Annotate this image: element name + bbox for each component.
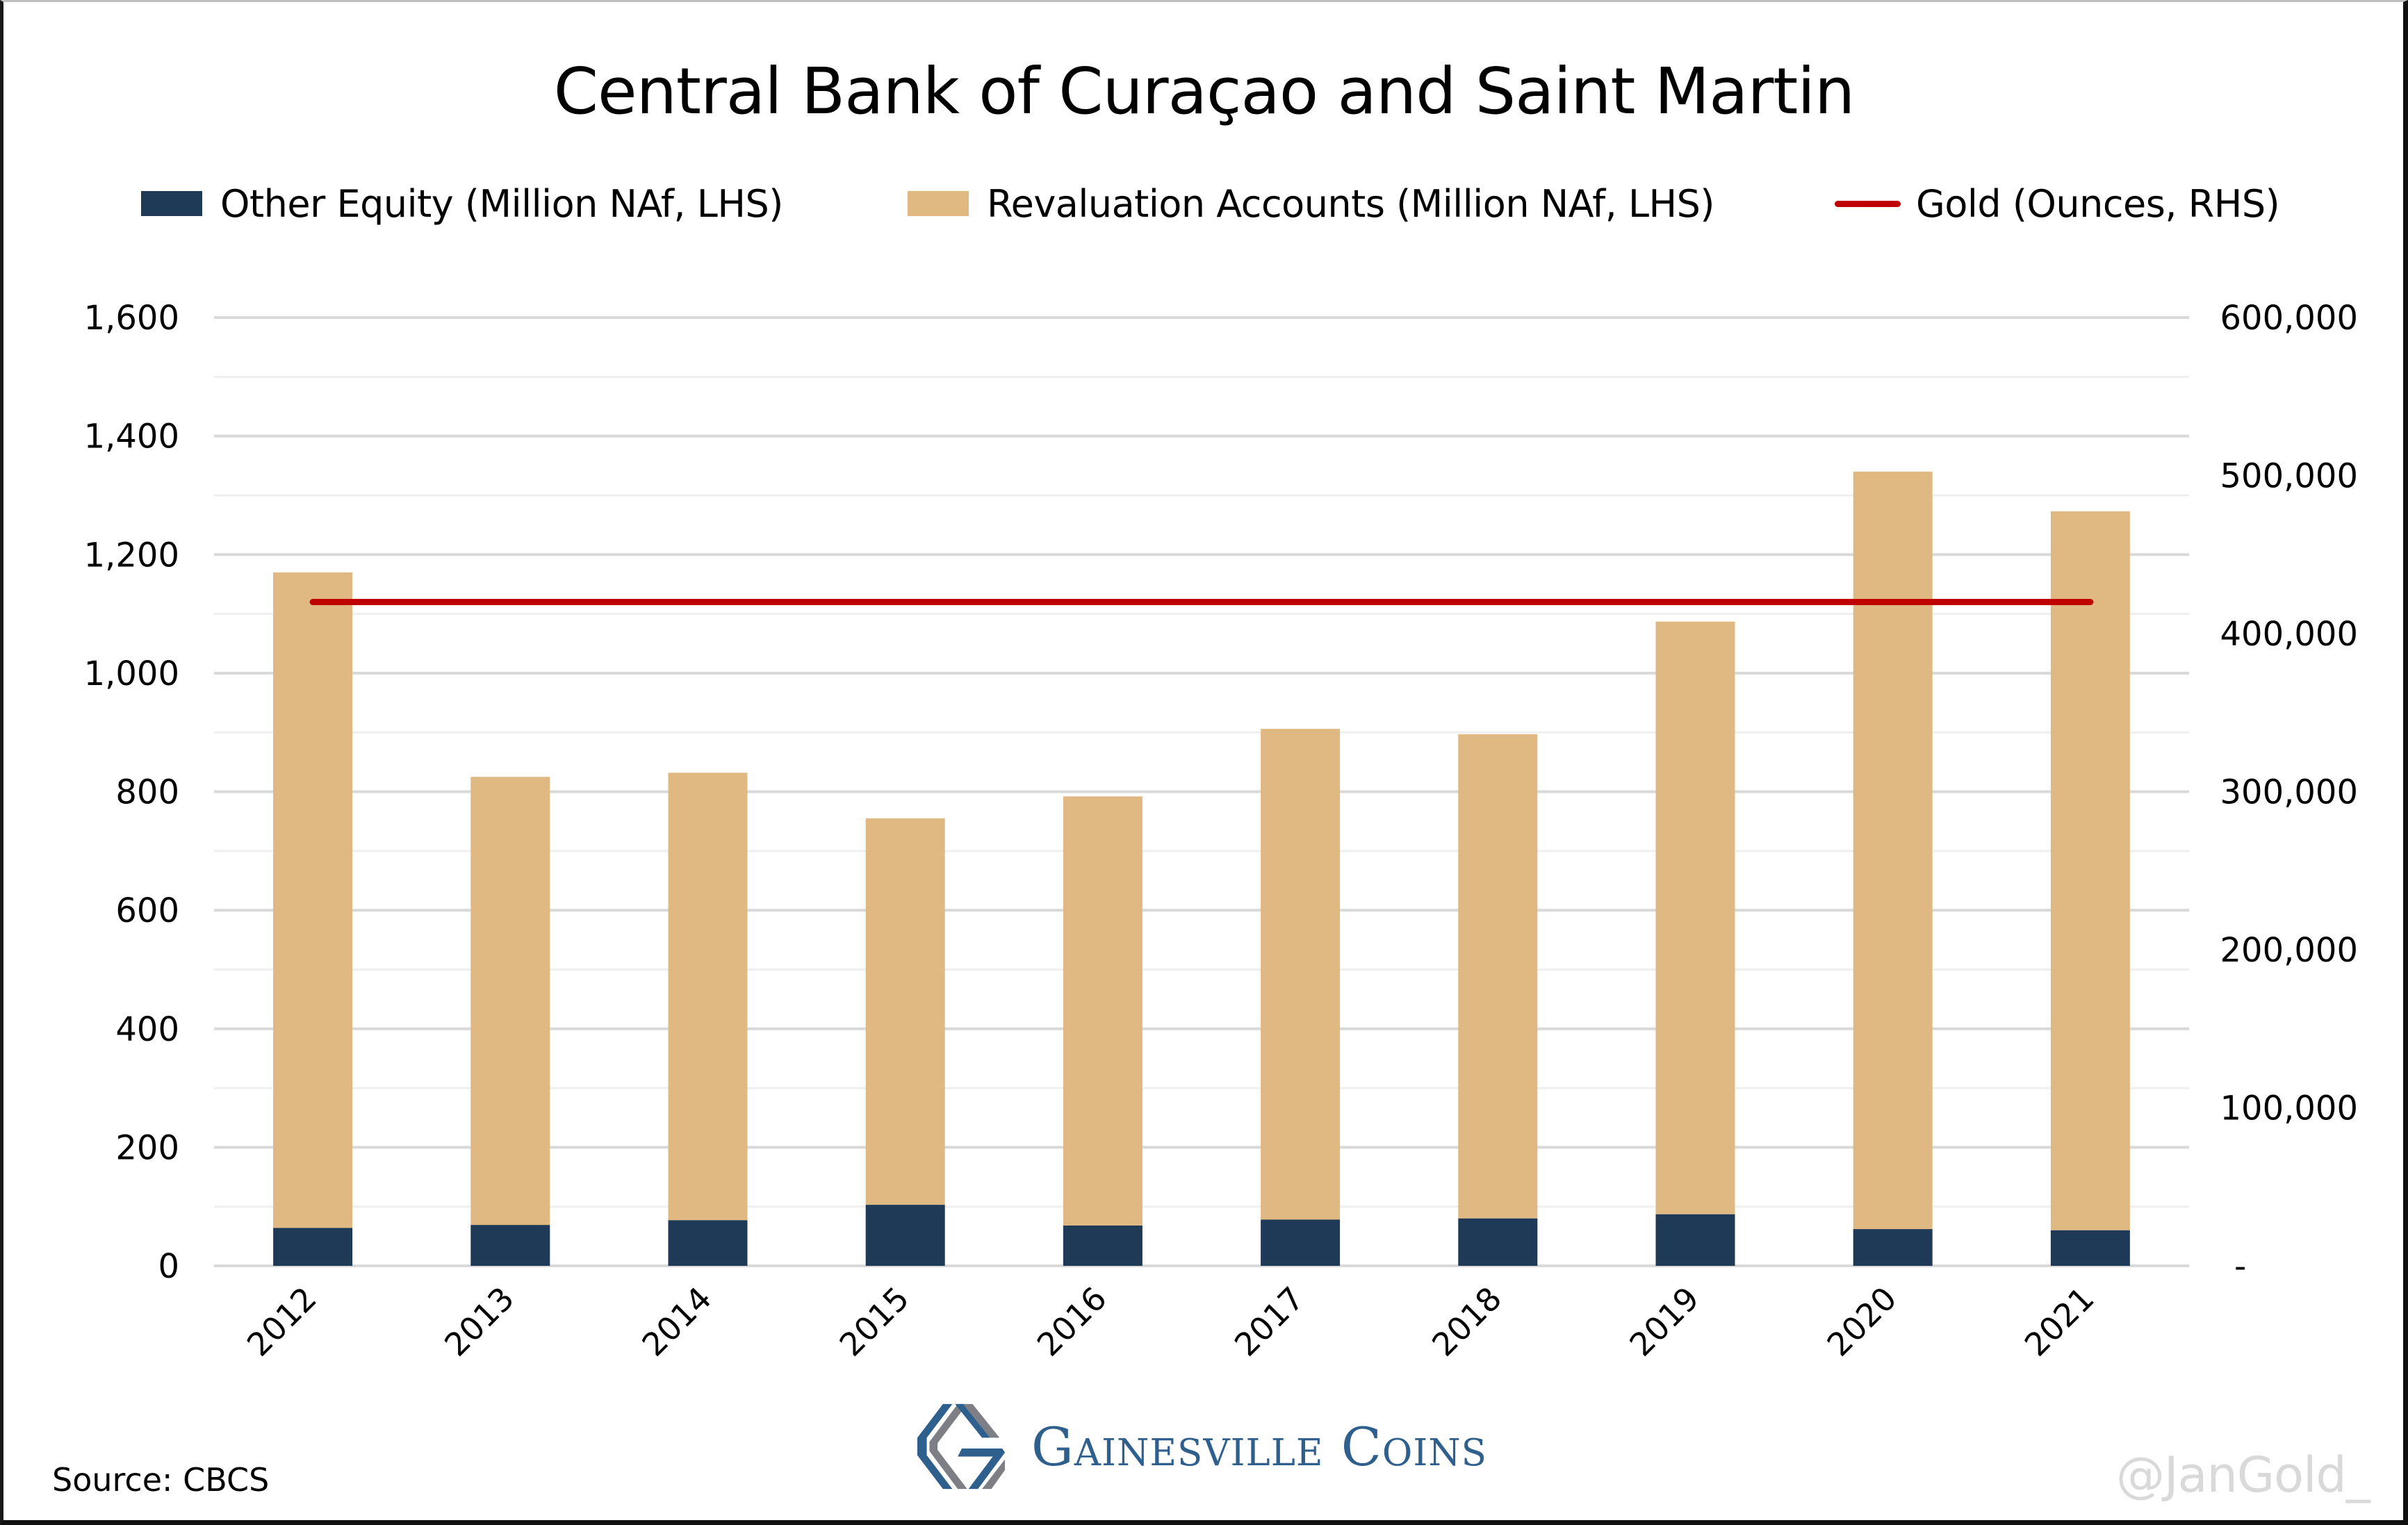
left-tick-label: 600 — [115, 891, 179, 930]
bar-other-equity-2020 — [1853, 1229, 1933, 1266]
left-tick-label: 200 — [115, 1128, 179, 1167]
bar-other-equity-2019 — [1655, 1214, 1735, 1266]
x-tick-label: 2020 — [1820, 1280, 1904, 1364]
bar-other-equity-2013 — [470, 1225, 550, 1266]
left-tick-label: 1,600 — [84, 299, 179, 338]
bars — [273, 471, 2130, 1266]
legend-item-other-equity: Other Equity (Million NAf, LHS) — [141, 179, 783, 228]
legend-swatch-revaluation-accounts — [908, 191, 969, 216]
x-tick-label: 2021 — [2017, 1280, 2102, 1364]
left-axis-labels: 0 200 400 600 800 1,000 1,200 1,400 1,600 — [84, 299, 179, 1286]
left-tick-label: 1,000 — [84, 654, 179, 693]
right-tick-label: - — [2234, 1247, 2246, 1286]
right-tick-label: 100,000 — [2220, 1089, 2359, 1128]
bar-revaluation-accounts-2021 — [2050, 511, 2130, 1230]
right-tick-label: 200,000 — [2220, 931, 2359, 970]
x-tick-label: 2013 — [437, 1280, 521, 1364]
bar-revaluation-accounts-2016 — [1063, 796, 1142, 1226]
right-axis-labels: - 100,000 200,000 300,000 400,000 500,000 600,… — [2220, 299, 2359, 1286]
bar-revaluation-accounts-2020 — [1853, 471, 1933, 1230]
left-tick-label: 1,400 — [84, 418, 179, 456]
chart-title: Central Bank of Curaçao and Saint Martin — [553, 54, 1856, 129]
left-tick-label: 1,200 — [84, 536, 179, 575]
gainesville-coins-logo: Gainesville Coins — [917, 1402, 1487, 1491]
right-tick-label: 400,000 — [2220, 615, 2359, 654]
legend-label-gold: Gold (Ounces, RHS) — [1916, 181, 2280, 226]
x-tick-label: 2017 — [1227, 1280, 1311, 1364]
left-tick-label: 400 — [115, 1010, 179, 1049]
x-axis-labels: 2012 2013 2014 2015 2016 2017 2018 2019 2020 2021 — [240, 1280, 2102, 1364]
bar-other-equity-2012 — [273, 1228, 353, 1266]
bar-other-equity-2016 — [1063, 1225, 1142, 1266]
legend-swatch-gold — [1835, 200, 1901, 207]
left-tick-label: 0 — [158, 1247, 179, 1286]
bar-revaluation-accounts-2018 — [1458, 734, 1538, 1219]
logo-text: Gainesville Coins — [1031, 1415, 1487, 1478]
x-tick-label: 2019 — [1622, 1280, 1706, 1364]
x-tick-label: 2018 — [1425, 1280, 1509, 1364]
x-tick-label: 2015 — [833, 1280, 917, 1364]
bar-other-equity-2021 — [2050, 1230, 2130, 1266]
legend-item-gold: Gold (Ounces, RHS) — [1835, 179, 2280, 228]
x-tick-label: 2016 — [1030, 1280, 1114, 1364]
bar-revaluation-accounts-2019 — [1655, 621, 1735, 1214]
x-tick-label: 2014 — [634, 1280, 719, 1364]
bar-other-equity-2018 — [1458, 1218, 1538, 1266]
bar-revaluation-accounts-2012 — [273, 572, 353, 1228]
bar-other-equity-2015 — [865, 1205, 945, 1266]
bar-other-equity-2017 — [1261, 1219, 1341, 1266]
legend-swatch-other-equity — [141, 191, 202, 216]
legend-label-other-equity: Other Equity (Million NAf, LHS) — [220, 181, 783, 226]
x-tick-label: 2012 — [240, 1280, 324, 1364]
legend-item-revaluation-accounts: Revaluation Accounts (Million NAf, LHS) — [908, 179, 1715, 228]
bar-revaluation-accounts-2017 — [1261, 729, 1341, 1220]
right-tick-label: 300,000 — [2220, 773, 2359, 812]
watermark: @JanGold_ — [2116, 1446, 2370, 1503]
source-note: Source: CBCS — [52, 1461, 270, 1499]
left-tick-label: 800 — [115, 773, 179, 812]
gainesville-coins-logo-icon — [917, 1403, 1006, 1490]
right-tick-label: 500,000 — [2220, 457, 2359, 496]
bar-revaluation-accounts-2015 — [865, 818, 945, 1205]
right-tick-label: 600,000 — [2220, 299, 2359, 338]
bar-other-equity-2014 — [668, 1220, 748, 1266]
bar-revaluation-accounts-2013 — [470, 777, 550, 1226]
legend-label-revaluation-accounts: Revaluation Accounts (Million NAf, LHS) — [987, 181, 1715, 226]
bar-revaluation-accounts-2014 — [668, 773, 748, 1221]
